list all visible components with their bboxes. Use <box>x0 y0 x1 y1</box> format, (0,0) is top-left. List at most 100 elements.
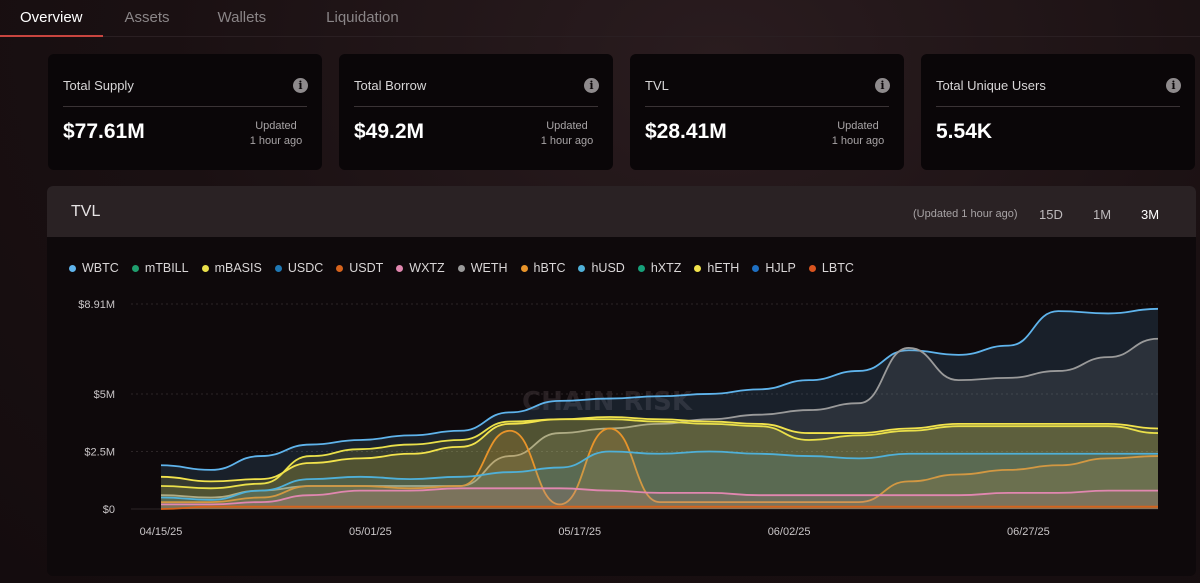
legend-label: WXTZ <box>409 261 445 275</box>
series-line-mbasis <box>160 418 1159 490</box>
series-line-wxtz <box>161 487 1158 506</box>
legend-item-hjlp[interactable]: HJLP <box>752 261 796 275</box>
y-tick-label: $0 <box>103 504 115 516</box>
y-tick-label: $5M <box>94 389 115 401</box>
legend-label: mTBILL <box>144 261 189 275</box>
card-label: Total Unique Users <box>936 78 1046 93</box>
tvl-card: TVL i $28.41M Updated 1 hour ago <box>630 54 904 170</box>
card-divider <box>645 106 889 107</box>
chart-title: TVL <box>71 203 101 220</box>
tab-assets[interactable]: Assets <box>124 9 170 26</box>
card-value: 5.54K <box>936 120 993 143</box>
legend-label: LBTC <box>821 261 854 275</box>
total-unique-users-card: Total Unique Users i 5.54K <box>921 54 1195 170</box>
legend-item-husd[interactable]: hUSD <box>578 261 625 275</box>
legend-item-mtbill[interactable]: mTBILL <box>131 261 189 275</box>
total-supply-card: Total Supply i $77.61M Updated 1 hour ag… <box>48 54 322 170</box>
series-line-usdt <box>160 505 1158 510</box>
chart-legend: WBTC mTBILL mBASIS USDC USDT WXTZ WETH h… <box>69 261 867 275</box>
updated-time: 1 hour ago <box>540 135 594 147</box>
legend-dot <box>69 264 76 272</box>
x-tick-label: 05/01/25 <box>349 526 392 538</box>
series-area-mbasis <box>161 419 1158 509</box>
card-label: Total Supply <box>63 78 134 93</box>
card-divider <box>936 106 1180 107</box>
legend-item-usdt[interactable]: USDT <box>336 261 383 275</box>
range-15d-button[interactable]: 15D <box>1039 207 1063 222</box>
legend-label: USDT <box>349 261 384 275</box>
card-value: $28.41M <box>645 120 727 143</box>
tvl-area-chart: $8.91M $5M $2.5M $0 04/15/25 05/01/25 05/17/25… <box>78 299 1159 538</box>
legend-label: WBTC <box>82 261 119 275</box>
legend-dot <box>578 264 586 272</box>
legend-item-hbtc[interactable]: hBTC <box>520 261 566 275</box>
legend-item-lbtc[interactable]: LBTC <box>808 261 854 275</box>
tab-overview[interactable]: Overview <box>0 0 103 37</box>
range-3m-button[interactable]: 3M <box>1141 207 1160 222</box>
legend-label: hBTC <box>533 261 566 275</box>
chart-updated-text: (Updated 1 hour ago) <box>913 208 1018 220</box>
card-value: $49.2M <box>354 120 425 143</box>
legend-item-wxtz[interactable]: WXTZ <box>396 261 445 275</box>
legend-item-hxtz[interactable]: hXTZ <box>637 261 682 275</box>
legend-item-mbasis[interactable]: mBASIS <box>201 261 262 275</box>
legend-item-weth[interactable]: WETH <box>457 261 508 275</box>
series-line-wbtc <box>160 307 1159 471</box>
legend-dot <box>637 264 645 272</box>
legend-label: HJLP <box>765 261 796 275</box>
legend-label: hXTZ <box>650 261 682 275</box>
range-1m-button[interactable]: 1M <box>1093 207 1112 222</box>
tab-liquidation[interactable]: Liquidation <box>326 9 399 26</box>
legend-item-usdc[interactable]: USDC <box>274 261 324 275</box>
y-tick-label: $2.5M <box>84 446 115 458</box>
info-icon[interactable]: i <box>293 78 308 93</box>
y-tick-label: $8.91M <box>78 299 115 311</box>
x-tick-label: 06/02/25 <box>768 526 811 538</box>
legend-dot <box>752 264 760 272</box>
card-updated: Updated 1 hour ago <box>527 119 607 149</box>
info-icon[interactable]: i <box>875 78 890 93</box>
legend-dot <box>396 264 404 272</box>
x-tick-label: 05/17/25 <box>558 526 601 538</box>
legend-item-heth[interactable]: hETH <box>694 261 739 275</box>
legend-dot <box>336 264 344 272</box>
legend-dot <box>694 264 702 272</box>
legend-dot <box>201 264 209 272</box>
updated-time: 1 hour ago <box>249 135 303 147</box>
legend-dot <box>457 264 465 272</box>
card-divider <box>354 106 598 107</box>
updated-label: Updated <box>255 120 297 132</box>
card-updated: Updated 1 hour ago <box>236 119 316 149</box>
legend-dot <box>808 264 816 272</box>
x-tick-label: 04/15/25 <box>140 526 183 538</box>
legend-label: hETH <box>707 261 740 275</box>
info-icon[interactable]: i <box>1166 78 1181 93</box>
info-icon[interactable]: i <box>584 78 599 93</box>
series-area-heth <box>161 416 1158 509</box>
card-value: $77.61M <box>63 120 145 143</box>
main-tabs: Overview Assets Wallets Liquidation <box>0 0 1200 37</box>
legend-label: mBASIS <box>214 261 262 275</box>
updated-label: Updated <box>546 120 588 132</box>
updated-label: Updated <box>837 120 879 132</box>
updated-time: 1 hour ago <box>831 135 885 147</box>
series-area-wxtz <box>161 488 1158 509</box>
series-area-wbtc <box>161 308 1158 509</box>
legend-dot <box>520 264 528 272</box>
series-line-husd <box>160 450 1158 501</box>
legend-label: USDC <box>287 261 324 275</box>
card-label: TVL <box>645 78 669 93</box>
card-label: Total Borrow <box>354 78 427 93</box>
tab-wallets[interactable]: Wallets <box>217 9 267 26</box>
chart-header: TVL (Updated 1 hour ago) 15D 1M 3M <box>47 186 1196 237</box>
card-updated: Updated 1 hour ago <box>818 119 898 149</box>
legend-label: WETH <box>470 261 508 275</box>
legend-item-wbtc[interactable]: WBTC <box>69 261 119 275</box>
legend-dot <box>274 264 282 272</box>
total-borrow-card: Total Borrow i $49.2M Updated 1 hour ago <box>339 54 613 170</box>
x-tick-label: 06/27/25 <box>1007 526 1050 538</box>
legend-label: hUSD <box>591 261 625 275</box>
legend-dot <box>131 264 139 272</box>
series-line-heth <box>160 416 1159 483</box>
series-line-hbtc <box>161 427 1159 506</box>
